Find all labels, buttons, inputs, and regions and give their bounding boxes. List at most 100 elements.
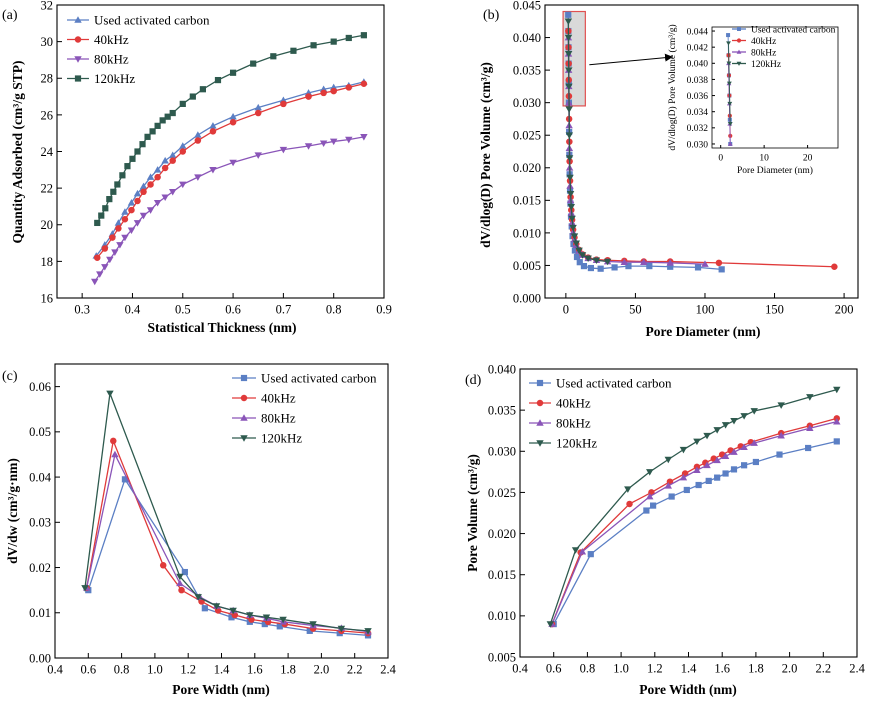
y-tick-label: 0.030 (513, 96, 541, 110)
data-point (694, 264, 702, 271)
legend-entry: 40kHz (556, 396, 591, 411)
data-point (573, 253, 581, 261)
data-point (726, 81, 732, 86)
data-point (111, 450, 119, 458)
data-point (564, 34, 573, 42)
y-tick-label: 0.034 (687, 108, 709, 118)
legend-entry: Used activated carbon (94, 13, 210, 28)
y-tick-label: 28 (41, 72, 54, 86)
data-point (833, 386, 841, 394)
x-tick-label: 1.2 (180, 663, 196, 677)
y-tick-label: 30 (41, 35, 54, 49)
y-tick-label: 0.020 (513, 161, 541, 175)
panel-label: (b) (483, 8, 500, 23)
data-point (139, 141, 146, 148)
data-point (565, 106, 573, 113)
data-point (776, 451, 783, 458)
data-point (741, 462, 748, 469)
y-tick-label: 0.010 (488, 609, 516, 623)
x-axis-label: Pore Width (nm) (172, 682, 270, 697)
series-used-activated-carbon (85, 476, 372, 639)
data-point (194, 174, 202, 181)
data-point (703, 432, 711, 440)
data-point (96, 271, 104, 278)
data-point (116, 242, 124, 249)
series-line (85, 452, 369, 633)
data-point (592, 257, 601, 264)
y-axis-label: dV/dlog(D) Pore Volume (cm³/g) (478, 62, 493, 248)
y-tick-label: 20 (41, 218, 54, 232)
data-point (565, 83, 573, 91)
data-point (565, 11, 572, 18)
data-point (109, 234, 116, 241)
data-point (134, 148, 141, 155)
legend-marker (74, 56, 82, 63)
x-tick-label: 1.4 (214, 663, 230, 677)
data-point (179, 142, 187, 149)
data-point (337, 625, 346, 633)
data-point (806, 424, 814, 432)
data-point (179, 148, 187, 155)
data-point (576, 259, 583, 266)
x-tick-label: 2.0 (782, 662, 798, 676)
legend-marker (536, 419, 544, 426)
y-tick-label: 0.030 (488, 445, 516, 459)
inset-y-axis-label: dV/dlog(D) Pore Volume (cm³/g) (667, 24, 678, 150)
legend-marker (240, 394, 248, 402)
data-point (360, 134, 368, 141)
data-point (194, 137, 202, 144)
panel-label: (d) (465, 373, 482, 388)
data-point (290, 47, 297, 54)
data-point (572, 240, 581, 248)
y-tick-label: 0.015 (513, 194, 541, 208)
data-point (727, 122, 733, 127)
data-point (805, 444, 812, 452)
data-point (646, 492, 654, 500)
series-line (95, 81, 365, 257)
x-tick-label: 0.8 (326, 303, 342, 317)
x-tick-label: 2.4 (380, 663, 396, 677)
data-point (567, 204, 576, 211)
y-tick-label: 0.035 (488, 404, 516, 418)
data-point (310, 42, 317, 49)
y-tick-label: 0.005 (488, 650, 516, 664)
y-tick-label: 18 (41, 255, 54, 269)
legend-entry: Used activated carbon (556, 376, 672, 391)
data-point (102, 205, 109, 212)
data-point (569, 224, 577, 232)
data-point (121, 476, 129, 483)
data-point (181, 568, 188, 576)
y-tick-label: 32 (41, 0, 54, 12)
plot-frame (544, 4, 859, 299)
data-point (146, 207, 155, 214)
x-tick-label: 200 (835, 303, 854, 317)
x-tick-label: 0.4 (125, 303, 141, 317)
data-point (254, 103, 262, 111)
series-used-activated-carbon (550, 438, 840, 628)
data-point (159, 117, 166, 124)
legend-marker (536, 399, 544, 407)
data-point (229, 69, 237, 76)
x-tick-label: 0 (718, 154, 723, 164)
data-point (640, 258, 648, 265)
data-point (578, 547, 587, 555)
data-point (664, 482, 672, 489)
panel-label: (c) (2, 369, 18, 384)
data-point (320, 89, 327, 97)
data-point (179, 100, 186, 107)
data-point (624, 486, 632, 493)
y-axis-label: dV/dw (cm³/g·nm) (5, 458, 20, 564)
data-point (121, 234, 129, 242)
x-tick-label: 100 (696, 303, 715, 317)
data-point (262, 614, 271, 622)
data-point (565, 132, 574, 139)
data-point (176, 573, 184, 581)
series-120khz (546, 386, 841, 628)
data-point (726, 61, 732, 66)
series-80khz (91, 134, 368, 286)
data-point (750, 408, 758, 415)
y-axis-label: Quantity Adsorbed (cm³/g STP) (10, 61, 25, 244)
y-tick-label: 0.040 (488, 362, 516, 376)
data-point (133, 220, 142, 227)
